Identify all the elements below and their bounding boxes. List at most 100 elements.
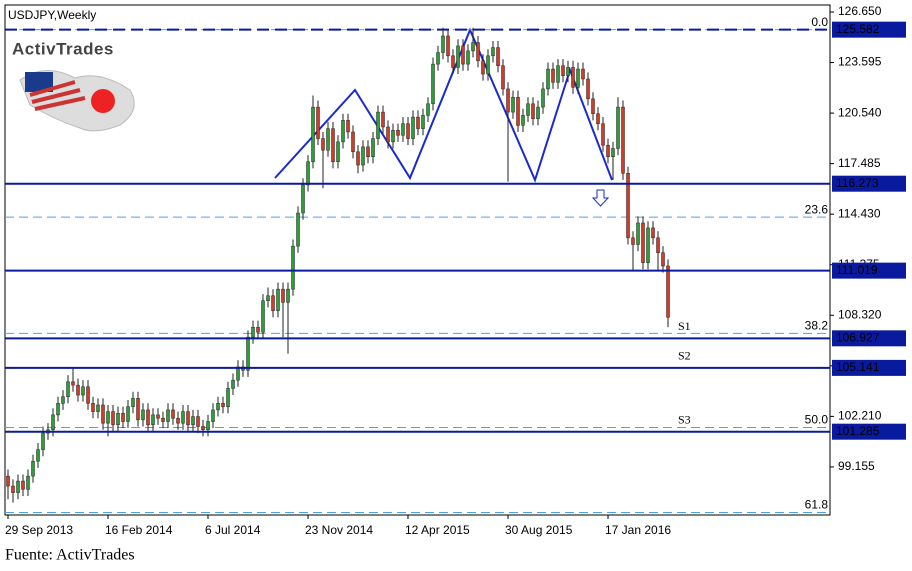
candle-body [51,414,55,431]
support-label: S3 [678,412,691,426]
candle-body [396,130,400,136]
candle-body [156,414,160,419]
fib-label: 38.2 [805,318,829,332]
candle-body [621,106,625,174]
candle-body [221,403,225,407]
candle-body [526,103,530,116]
chart-title: USDJPY,Weekly [8,8,96,22]
candle-body [276,288,280,311]
candle-body [76,384,80,396]
candle-body [196,416,200,427]
candle-body [416,116,420,129]
candle-body [226,388,230,407]
y-tick-label: 102.210 [838,409,882,423]
candle-body [516,96,520,126]
candle-body [166,409,170,422]
candle-body [131,398,135,407]
candle-body [596,113,600,124]
candle-body [541,88,545,108]
candle-body [666,265,670,318]
candle-body [446,35,450,57]
candle-body [506,88,510,113]
level-label: 125.582 [836,22,880,36]
candle-body [406,123,410,139]
level-label: 101.285 [836,424,880,438]
candle-body [386,126,390,143]
candle-body [646,227,650,263]
candle-body [111,411,115,426]
y-tick-label: 126.650 [838,4,882,18]
candle-body [326,128,330,151]
candle-body [426,103,430,116]
candle-body [656,237,660,253]
candle-body [496,47,500,67]
candle-body [261,300,265,333]
candle-body [626,173,630,239]
candle-body [306,161,310,186]
candle-body [96,404,100,412]
candle-body [481,60,485,75]
candle-body [401,123,405,136]
candle-body [101,404,105,424]
candle-body [371,138,375,158]
candle-body [21,480,25,490]
fib-label: 61.8 [805,498,829,512]
candle-body [641,222,645,263]
level-box [832,21,906,38]
candle-body [486,55,490,75]
candle-body [521,115,525,126]
candle-body [351,131,355,153]
candle-body [536,106,540,119]
candle-body [571,67,575,88]
candle-body [151,414,155,426]
candle-body [311,106,315,162]
x-tick-label: 23 Nov 2014 [305,523,373,537]
candle-body [551,68,555,83]
candle-body [301,184,305,214]
candle-body [81,386,85,396]
y-tick-label: 99.155 [838,459,875,473]
candle-body [206,421,210,431]
level-box [832,359,906,376]
support-label: S2 [678,349,691,363]
plot-frame [4,4,831,516]
candle-body [616,106,620,149]
candle-body [61,396,65,404]
candle-body [556,65,560,83]
candle-body [461,45,465,65]
candle-body [456,45,460,68]
candle-body [586,78,590,100]
candle-body [216,403,220,411]
fib-label: 0.0 [811,15,828,29]
source: Fuente: ActivTrades [5,547,135,564]
candle-body [391,130,395,143]
candle-body [341,120,345,143]
candle-body [491,47,495,57]
candle-body [146,409,150,426]
candle-body [561,65,565,76]
level-box [832,423,906,440]
candle-body [41,432,45,450]
candle-body [191,416,195,426]
x-tick-label: 17 Jan 2016 [605,523,671,537]
candle-body [381,111,385,128]
candle-body [201,426,205,431]
logo: ActivTrades [12,39,114,58]
arrow-icon [591,189,610,207]
candle-body [376,111,380,139]
level-label: 105.141 [836,360,880,374]
candle-body [86,386,90,404]
candle-body [116,412,120,426]
y-tick-label: 108.320 [838,307,882,321]
candle-body [356,151,360,166]
candle-body [501,65,505,90]
y-tick-label: 117.485 [838,156,881,170]
support-label: S1 [678,319,691,333]
candle-body [161,417,165,422]
candle-body [576,68,580,88]
y-tick-label: 114.430 [838,206,881,220]
candle-body [16,480,20,493]
candle-body [361,146,365,166]
candle-body [106,411,110,424]
candle-body [296,212,300,247]
